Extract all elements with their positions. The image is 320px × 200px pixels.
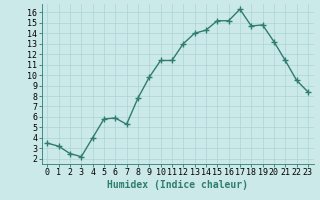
- X-axis label: Humidex (Indice chaleur): Humidex (Indice chaleur): [107, 180, 248, 190]
